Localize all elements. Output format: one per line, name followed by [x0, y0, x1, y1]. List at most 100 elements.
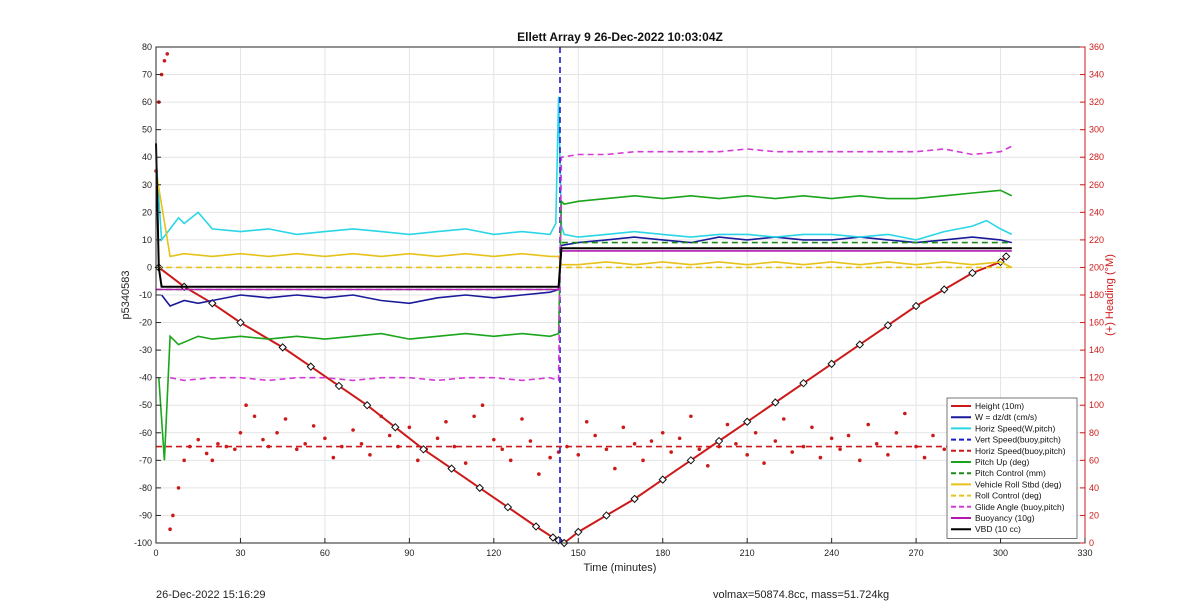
y2-tick-label: 320 [1089, 97, 1104, 107]
height-marker [658, 475, 667, 484]
y-tick-label: 80 [142, 42, 152, 52]
heading-point [697, 447, 702, 452]
legend-label: VBD (10 cc) [975, 524, 1021, 534]
heading-point [238, 430, 243, 435]
heading-point [866, 422, 871, 427]
y-tick-label: -30 [139, 345, 152, 355]
heading-point [359, 442, 364, 446]
heading-point [903, 411, 907, 416]
grid [155, 46, 1086, 544]
y2-tick-label: 340 [1089, 70, 1104, 80]
heading-point [649, 439, 654, 443]
y-tick-label: -70 [139, 455, 152, 465]
heading-point [753, 430, 758, 435]
legend-label: Vert Speed(buoy,pitch) [975, 435, 1061, 445]
heading-point [216, 442, 220, 446]
heading-point [773, 439, 778, 443]
heading-point [233, 447, 237, 452]
y2-tick-label: 120 [1089, 373, 1104, 383]
heading-point [311, 424, 316, 428]
y2-axis-label: (+) Heading (°M) [1104, 254, 1116, 336]
heading-point [204, 451, 209, 456]
x-tick-label: 180 [655, 548, 670, 558]
heading-point [162, 58, 167, 63]
heading-point [463, 461, 468, 465]
height-marker [447, 464, 456, 473]
legend: Height (10m)W = dz/dt (cm/s)Horiz Speed(… [946, 397, 1078, 539]
y2-tick-label: 60 [1089, 455, 1099, 465]
x-tick-label: 270 [909, 548, 924, 558]
series-line-11 [155, 143, 1012, 288]
heading-point [762, 461, 766, 465]
heading-point [500, 447, 505, 452]
heading-point [857, 458, 862, 463]
x-tick-label: 210 [740, 548, 755, 558]
legend-label: Pitch Up (deg) [975, 457, 1029, 467]
heading-point [632, 442, 637, 446]
y-tick-label: 30 [142, 180, 152, 190]
heading-point [931, 433, 935, 438]
height-marker [419, 445, 428, 454]
heading-point [829, 436, 834, 441]
heading-point [196, 437, 201, 442]
heading-point [168, 527, 172, 532]
y2-tick-label: 280 [1089, 152, 1104, 162]
heading-point [303, 442, 308, 446]
heading-point [838, 447, 842, 452]
legend-label: Vehicle Roll Stbd (deg) [975, 479, 1062, 489]
chart-title: Ellett Array 9 26-Dec-2022 10:03:04Z [517, 30, 723, 44]
height-marker [911, 301, 921, 311]
y-tick-label: -20 [139, 318, 152, 328]
heading-point [537, 472, 541, 476]
heading-point [604, 447, 609, 452]
legend-label: Buoyancy (10g) [975, 513, 1035, 523]
heading-point [520, 417, 524, 421]
height-marker [391, 423, 400, 432]
series-line-2 [155, 96, 1013, 243]
heading-point [874, 442, 879, 446]
height-marker [827, 359, 836, 369]
heading-point [922, 455, 927, 460]
heading-point [734, 442, 738, 446]
heading-point [480, 403, 485, 408]
heading-point [660, 430, 665, 435]
heading-point [818, 455, 823, 460]
heading-point [846, 433, 851, 438]
heading-point [165, 52, 170, 56]
y-tick-label: -60 [139, 428, 152, 438]
legend-label: Horiz Speed(buoy,pitch) [975, 446, 1066, 456]
y2-tick-label: 160 [1089, 318, 1104, 328]
footer-vehicle-info: volmax=50874.8cc, mass=51.724kg [713, 589, 890, 601]
x-axis-label: Time (minutes) [584, 562, 657, 574]
y2-tick-label: 220 [1089, 235, 1104, 245]
heading-point [641, 458, 645, 463]
y2-tick-label: 0 [1089, 538, 1094, 548]
height-marker [940, 285, 949, 294]
height-marker [362, 401, 372, 410]
y2-tick-label: 20 [1089, 510, 1099, 520]
heading-point [492, 437, 496, 442]
y-tick-label: -40 [139, 373, 152, 383]
series-line-7 [155, 170, 1013, 269]
height-marker [503, 502, 513, 512]
heading-point [548, 455, 552, 460]
heading-point [725, 422, 730, 427]
y-tick-label: 70 [142, 70, 152, 80]
y-tick-label: 10 [142, 235, 152, 245]
height-marker [742, 417, 752, 426]
height-marker [306, 362, 316, 371]
y-tick-label: 50 [142, 125, 152, 135]
heading-point [252, 414, 257, 419]
y-tick-label: 0 [147, 262, 152, 272]
x-tick-label: 300 [993, 548, 1008, 558]
y2-tick-label: 40 [1089, 483, 1099, 493]
y-tick-label: -90 [139, 510, 152, 520]
x-tick-label: 120 [486, 548, 501, 558]
heading-point [368, 453, 372, 457]
y-tick-label: -80 [139, 483, 152, 493]
y-tick-label: 40 [142, 152, 152, 162]
heading-point [176, 486, 181, 490]
heading-point [472, 414, 476, 419]
series-line-9 [169, 145, 1013, 382]
